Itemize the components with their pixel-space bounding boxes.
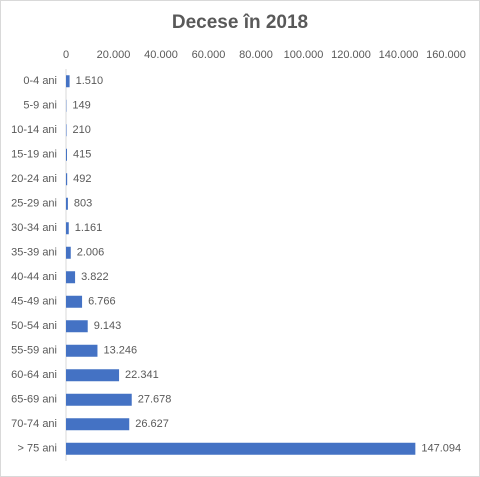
- value-label: 803: [74, 198, 92, 210]
- value-label: 6.766: [88, 296, 116, 308]
- y-tick-label: 45-49 ani: [11, 296, 57, 308]
- value-label: 2.006: [77, 247, 105, 259]
- value-label: 147.094: [421, 443, 461, 455]
- value-label: 415: [73, 149, 91, 161]
- x-tick-label: 140.000: [379, 49, 419, 61]
- y-tick-label: 20-24 ani: [11, 173, 57, 185]
- bar: [66, 418, 130, 431]
- bar: [66, 369, 120, 382]
- value-label: 492: [73, 173, 91, 185]
- bar: [66, 344, 98, 357]
- value-label: 26.627: [135, 418, 169, 430]
- y-tick-label: 35-39 ani: [11, 247, 57, 259]
- bar: [66, 148, 67, 161]
- value-label: 149: [72, 100, 90, 112]
- y-tick-label: 65-69 ani: [11, 394, 57, 406]
- value-label: 210: [72, 124, 90, 136]
- y-tick-label: 30-34 ani: [11, 222, 57, 234]
- y-tick-label: > 75 ani: [18, 443, 57, 455]
- bar: [66, 295, 83, 308]
- x-tick-label: 80.000: [239, 49, 273, 61]
- value-label: 27.678: [138, 394, 172, 406]
- y-tick-label: 15-19 ani: [11, 149, 57, 161]
- bar: [66, 222, 69, 235]
- bar: [66, 320, 88, 333]
- x-tick-label: 0: [63, 49, 69, 61]
- y-tick-label: 0-4 ani: [23, 75, 57, 87]
- value-label: 3.822: [81, 271, 109, 283]
- value-label: 22.341: [125, 369, 159, 381]
- x-tick-label: 20.000: [97, 49, 131, 61]
- x-tick-label: 100.000: [284, 49, 324, 61]
- value-label: 1.161: [75, 222, 103, 234]
- y-tick-label: 10-14 ani: [11, 124, 57, 136]
- y-tick-label: 60-64 ani: [11, 369, 57, 381]
- bar: [66, 393, 132, 406]
- value-label: 1.510: [76, 75, 104, 87]
- bar: [66, 271, 76, 284]
- bar: [66, 442, 416, 455]
- x-tick-label: 160.000: [426, 49, 466, 61]
- x-tick-label: 120.000: [331, 49, 371, 61]
- bar: [66, 173, 68, 186]
- chart-title: Decese în 2018: [172, 12, 308, 33]
- value-label: 9.143: [94, 320, 122, 332]
- x-tick-label: 60.000: [192, 49, 226, 61]
- y-tick-label: 70-74 ani: [11, 418, 57, 430]
- x-tick-label: 40.000: [144, 49, 178, 61]
- bar: [66, 75, 70, 88]
- y-tick-label: 40-44 ani: [11, 271, 57, 283]
- bar: [66, 246, 71, 259]
- y-tick-label: 25-29 ani: [11, 198, 57, 210]
- y-tick-label: 50-54 ani: [11, 320, 57, 332]
- value-label: 13.246: [103, 345, 137, 357]
- y-tick-label: 5-9 ani: [23, 100, 57, 112]
- y-tick-label: 55-59 ani: [11, 345, 57, 357]
- bar: [66, 197, 68, 210]
